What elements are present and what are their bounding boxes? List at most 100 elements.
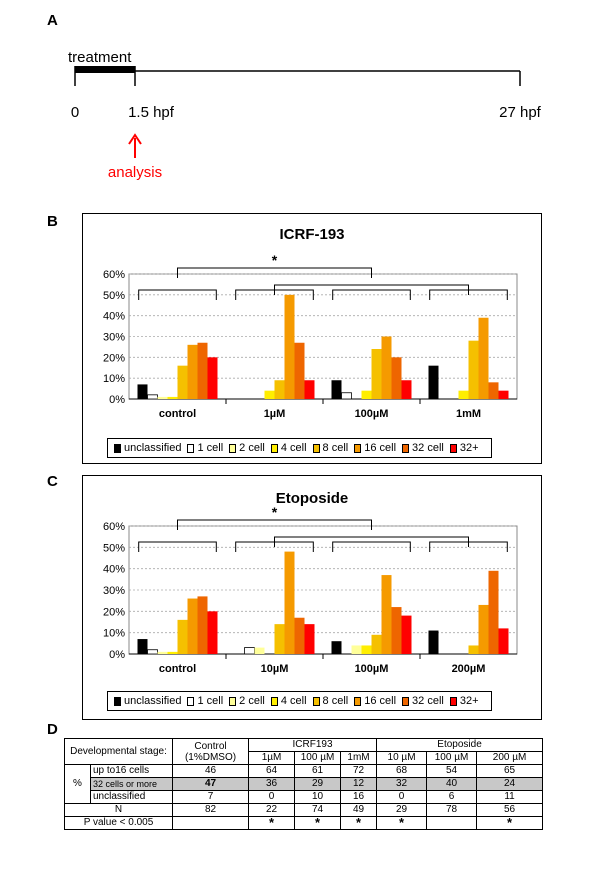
treatment-bracket	[274, 536, 469, 547]
legend-label: 4 cell	[280, 695, 307, 707]
y-tick-label: 20%	[103, 352, 125, 364]
chart-c-legend: unclassified 1 cell 2 cell 4 cell 8 cell 16 c…	[107, 691, 492, 711]
bar-4-cell	[167, 396, 178, 399]
pct-label: %	[64, 764, 91, 804]
cell-value: 24	[476, 777, 544, 791]
icrf-header: ICRF193	[248, 738, 378, 752]
legend-item: 32 cell	[402, 442, 444, 454]
conc-header: 1µM	[248, 751, 296, 765]
significance-star: *	[272, 506, 278, 520]
bar-8-cell	[371, 634, 382, 654]
group-bracket	[332, 541, 411, 552]
significance-bracket	[177, 267, 372, 278]
p-mark	[172, 816, 250, 830]
cell-value: 0	[376, 790, 428, 804]
bar-4-cell	[458, 390, 469, 399]
cell-value: 78	[426, 803, 478, 817]
bar-unclassified	[137, 384, 148, 399]
conc-header: 100 µM	[426, 751, 478, 765]
p-mark: *	[340, 816, 378, 830]
legend-item: 2 cell	[229, 695, 265, 707]
legend-swatch	[270, 443, 278, 453]
bar-unclassified	[137, 639, 148, 654]
chart-c-box: Etoposide 60% 50% 40% 30% 20% 10% 0% control 10µ…	[82, 475, 542, 720]
x-tick-label: 1mM	[456, 408, 481, 420]
cell-value: 46	[172, 764, 250, 778]
group-bracket	[138, 289, 217, 300]
bar-1-cell	[244, 647, 255, 655]
y-tick-label: 40%	[103, 311, 125, 323]
tick-label-1-5: 1.5 hpf	[128, 104, 175, 121]
cell-value: 65	[476, 764, 544, 778]
legend-label: 2 cell	[239, 695, 265, 707]
x-tick-label: 100µM	[355, 663, 389, 675]
x-tick-label: 100µM	[355, 408, 389, 420]
chart-b-title: ICRF-193	[279, 226, 345, 243]
bar-32-cell	[391, 357, 402, 399]
legend-item: 32 cell	[402, 695, 444, 707]
cell-value: 72	[340, 764, 378, 778]
legend-item: 4 cell	[270, 695, 307, 707]
legend-label: 32 cell	[412, 442, 444, 454]
legend-swatch	[270, 696, 278, 706]
p-label: P value < 0.005	[63, 816, 174, 830]
legend-item: 1 cell	[187, 442, 223, 454]
bar-2-cell	[157, 651, 168, 654]
bar-32-cell	[294, 617, 305, 654]
x-tick-label: 10µM	[261, 663, 289, 675]
summary-table: Developmental stage: Control (1%DMSO) IC…	[63, 738, 544, 830]
chart-b-plot: 60% 50% 40% 30% 20% 10% 0% control 1µM 100µM 1mM *	[103, 252, 518, 420]
n-label: N	[63, 803, 174, 817]
group-bracket	[138, 541, 217, 552]
cell-value: 64	[248, 764, 296, 778]
bar-unclassified	[428, 365, 439, 399]
cell-value: 82	[172, 803, 250, 817]
bar-2-cell	[351, 645, 362, 654]
legend-swatch	[312, 443, 320, 453]
bar-8-cell	[274, 624, 285, 654]
bar-32plus	[304, 624, 315, 654]
bar-32-cell	[488, 382, 499, 399]
legend-label: 2 cell	[239, 442, 265, 454]
p-mark: *	[476, 816, 544, 830]
legend-item: 8 cell	[312, 442, 348, 454]
p-mark: *	[376, 816, 428, 830]
bar-32-cell	[294, 342, 305, 399]
bar-8-cell	[468, 645, 479, 654]
legend-item: 32+	[449, 442, 479, 454]
legend-item: 32+	[449, 695, 479, 707]
y-tick-label: 30%	[103, 585, 125, 597]
panel-label-c: C	[47, 473, 58, 490]
bar-4-cell	[167, 651, 178, 654]
bar-8-cell	[274, 380, 285, 399]
legend-label: 1 cell	[197, 442, 224, 454]
bar-32plus	[401, 615, 412, 654]
analysis-arrow-icon	[128, 133, 142, 158]
cell-value: 36	[248, 777, 296, 791]
conc-header: 200 µM	[476, 751, 544, 765]
legend-item: 8 cell	[312, 695, 348, 707]
cell-value: 10	[294, 790, 342, 804]
group-bracket	[332, 289, 411, 300]
timeline-diagram: treatment 0 1.5 hpf 27 hpf analysis	[68, 49, 542, 181]
legend-swatch	[229, 696, 237, 706]
conc-header: 100 µM	[294, 751, 342, 765]
table-row: 32 cells or more 47 36 29 12 32 40 24	[65, 777, 544, 791]
bar-1-cell	[147, 394, 158, 400]
dev-stage-header: Developmental stage:	[63, 738, 174, 765]
y-tick-label: 0%	[109, 649, 125, 661]
bar-unclassified	[331, 641, 342, 654]
significance-bracket	[177, 519, 372, 530]
cell-value: 54	[426, 764, 478, 778]
legend-swatch	[229, 443, 237, 453]
legend-label: unclassified	[124, 442, 182, 454]
treatment-bracket	[274, 284, 469, 295]
x-tick-label: 1µM	[264, 408, 286, 420]
legend-item: 2 cell	[229, 442, 265, 454]
bar-8-cell	[177, 619, 188, 654]
row-label: 32 cells or more	[89, 777, 174, 791]
cell-value: 32	[376, 777, 428, 791]
row-label: up to16 cells	[89, 764, 174, 778]
legend-label: 1 cell	[197, 695, 224, 707]
legend-item: 16 cell	[354, 695, 396, 707]
